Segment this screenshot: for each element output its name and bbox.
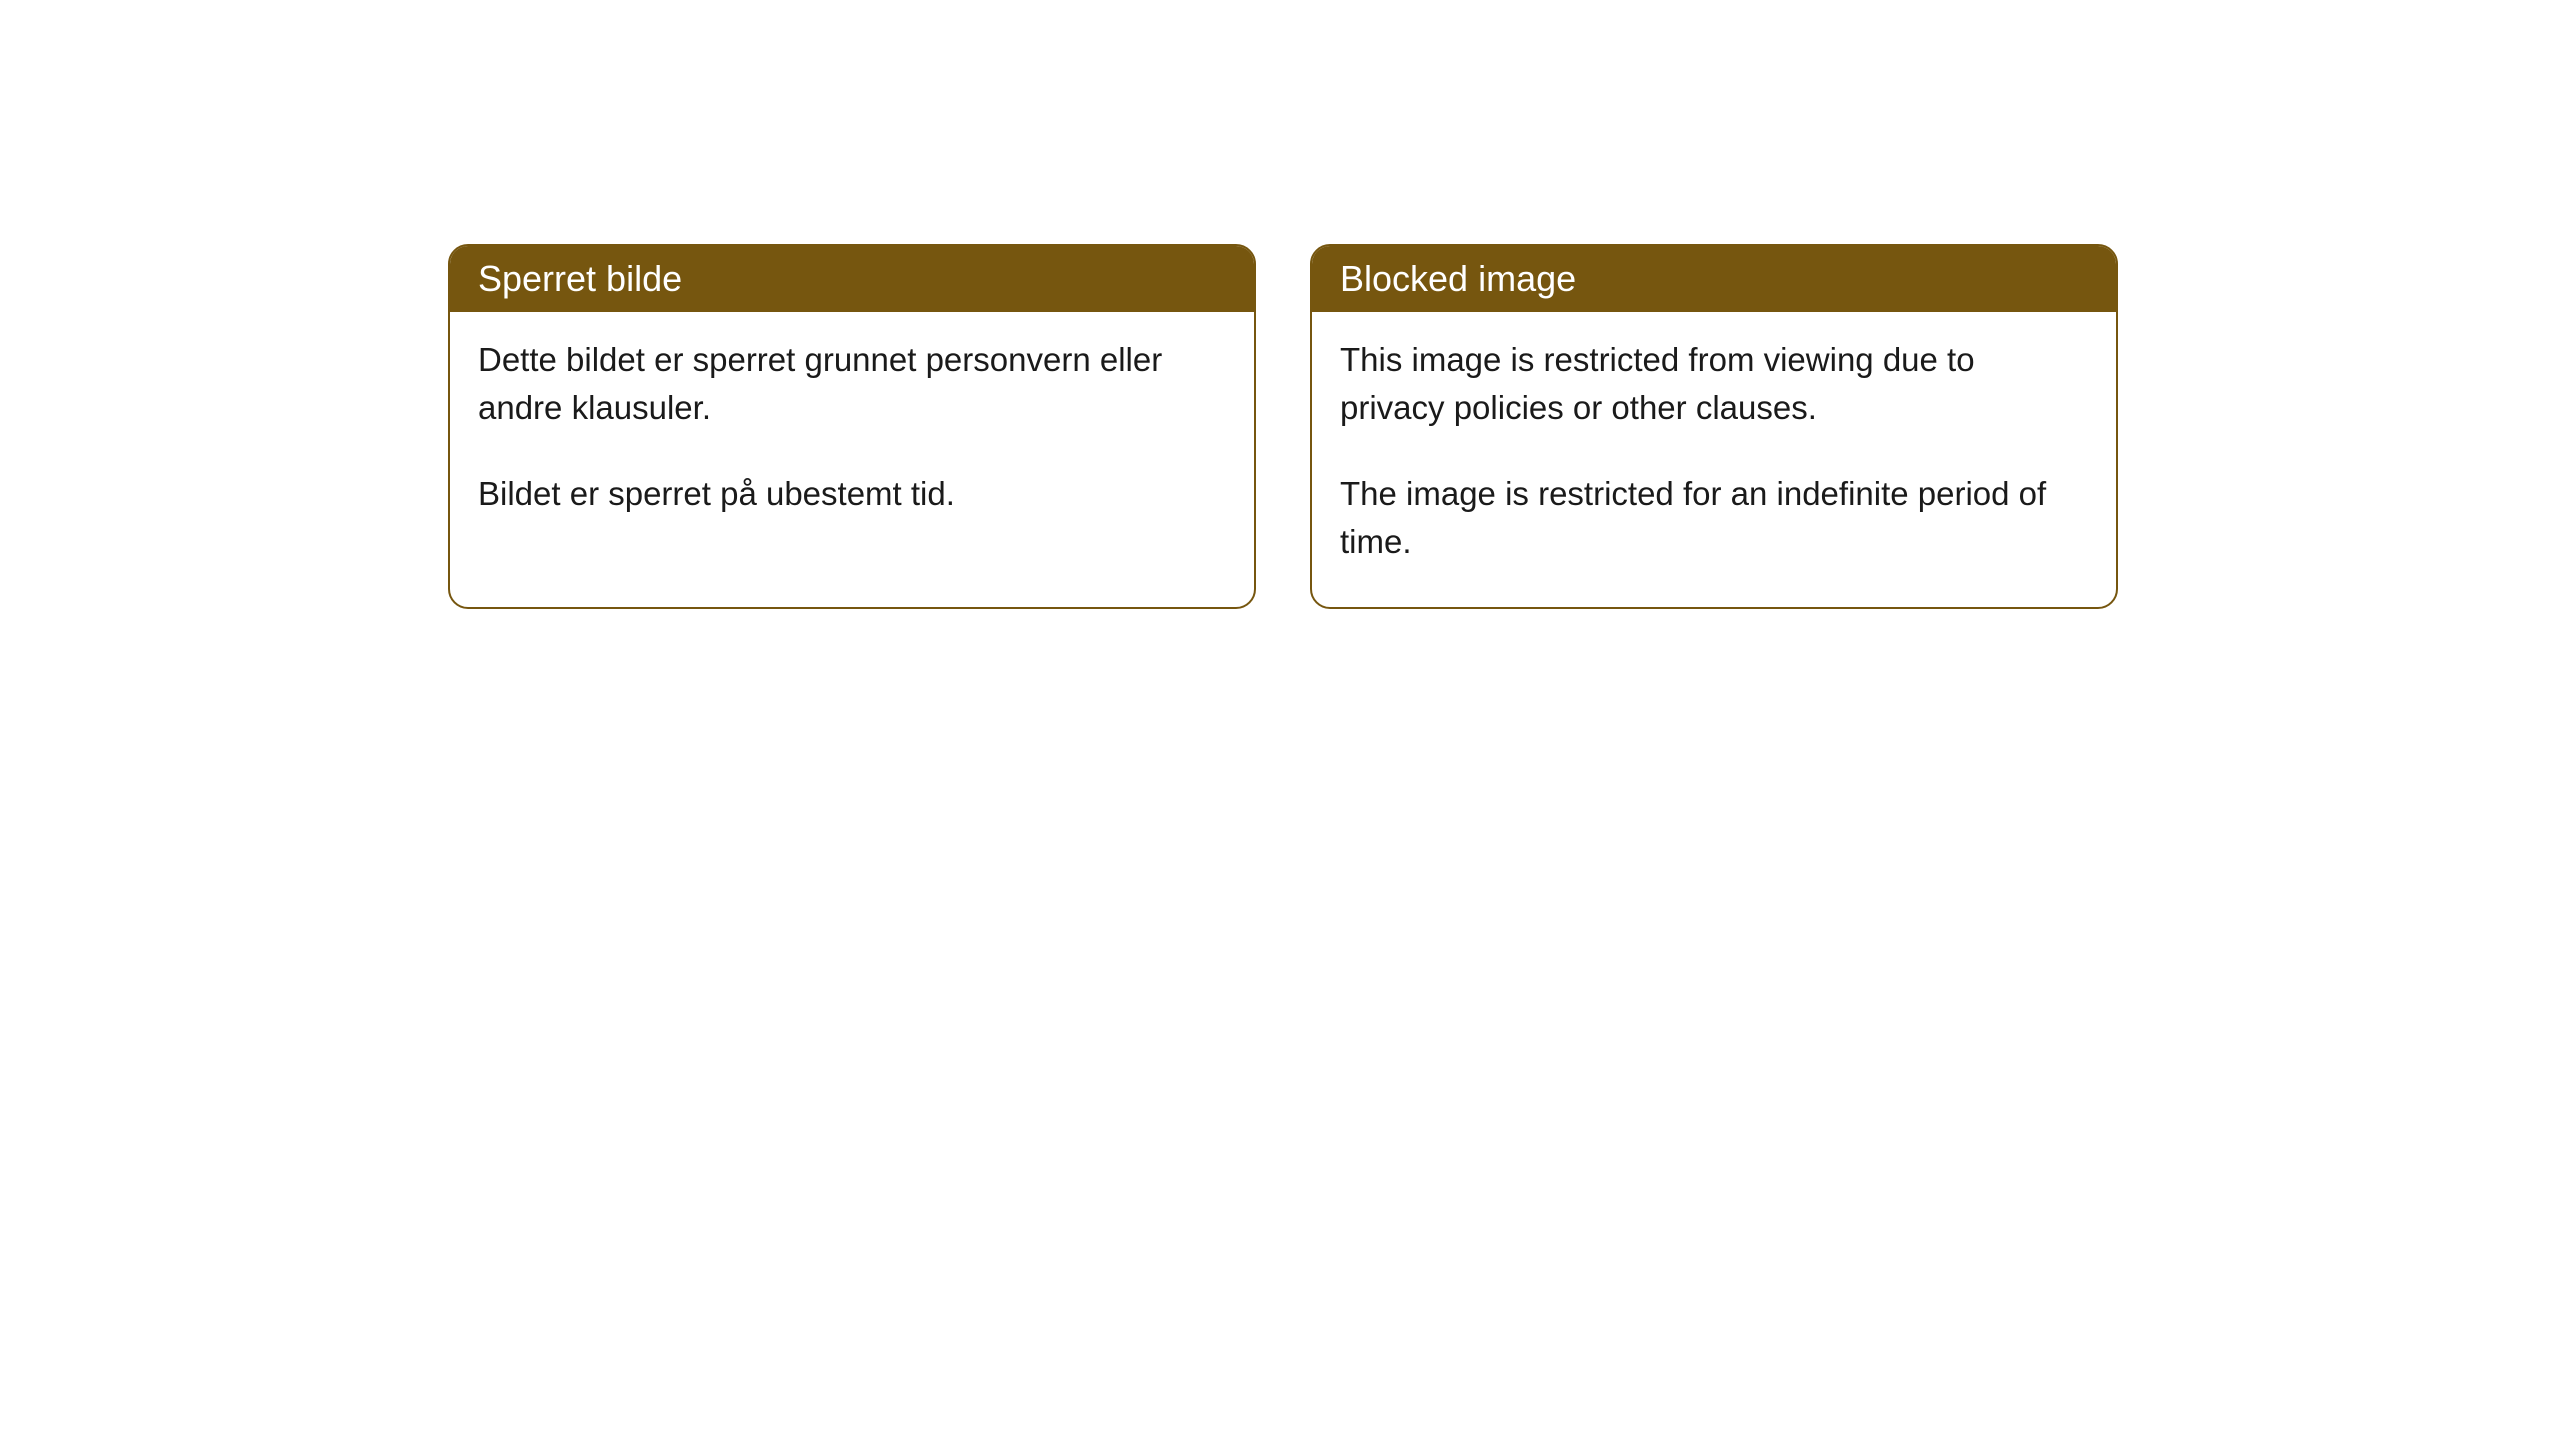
card-body: This image is restricted from viewing du… [1312,312,2116,607]
notice-cards-container: Sperret bilde Dette bildet er sperret gr… [0,0,2560,609]
card-paragraph: Bildet er sperret på ubestemt tid. [478,470,1226,518]
card-header: Blocked image [1312,246,2116,312]
card-body: Dette bildet er sperret grunnet personve… [450,312,1254,560]
card-paragraph: The image is restricted for an indefinit… [1340,470,2088,566]
card-title: Sperret bilde [478,258,682,299]
blocked-image-card-english: Blocked image This image is restricted f… [1310,244,2118,609]
blocked-image-card-norwegian: Sperret bilde Dette bildet er sperret gr… [448,244,1256,609]
card-paragraph: Dette bildet er sperret grunnet personve… [478,336,1226,432]
card-title: Blocked image [1340,258,1576,299]
card-header: Sperret bilde [450,246,1254,312]
card-paragraph: This image is restricted from viewing du… [1340,336,2088,432]
